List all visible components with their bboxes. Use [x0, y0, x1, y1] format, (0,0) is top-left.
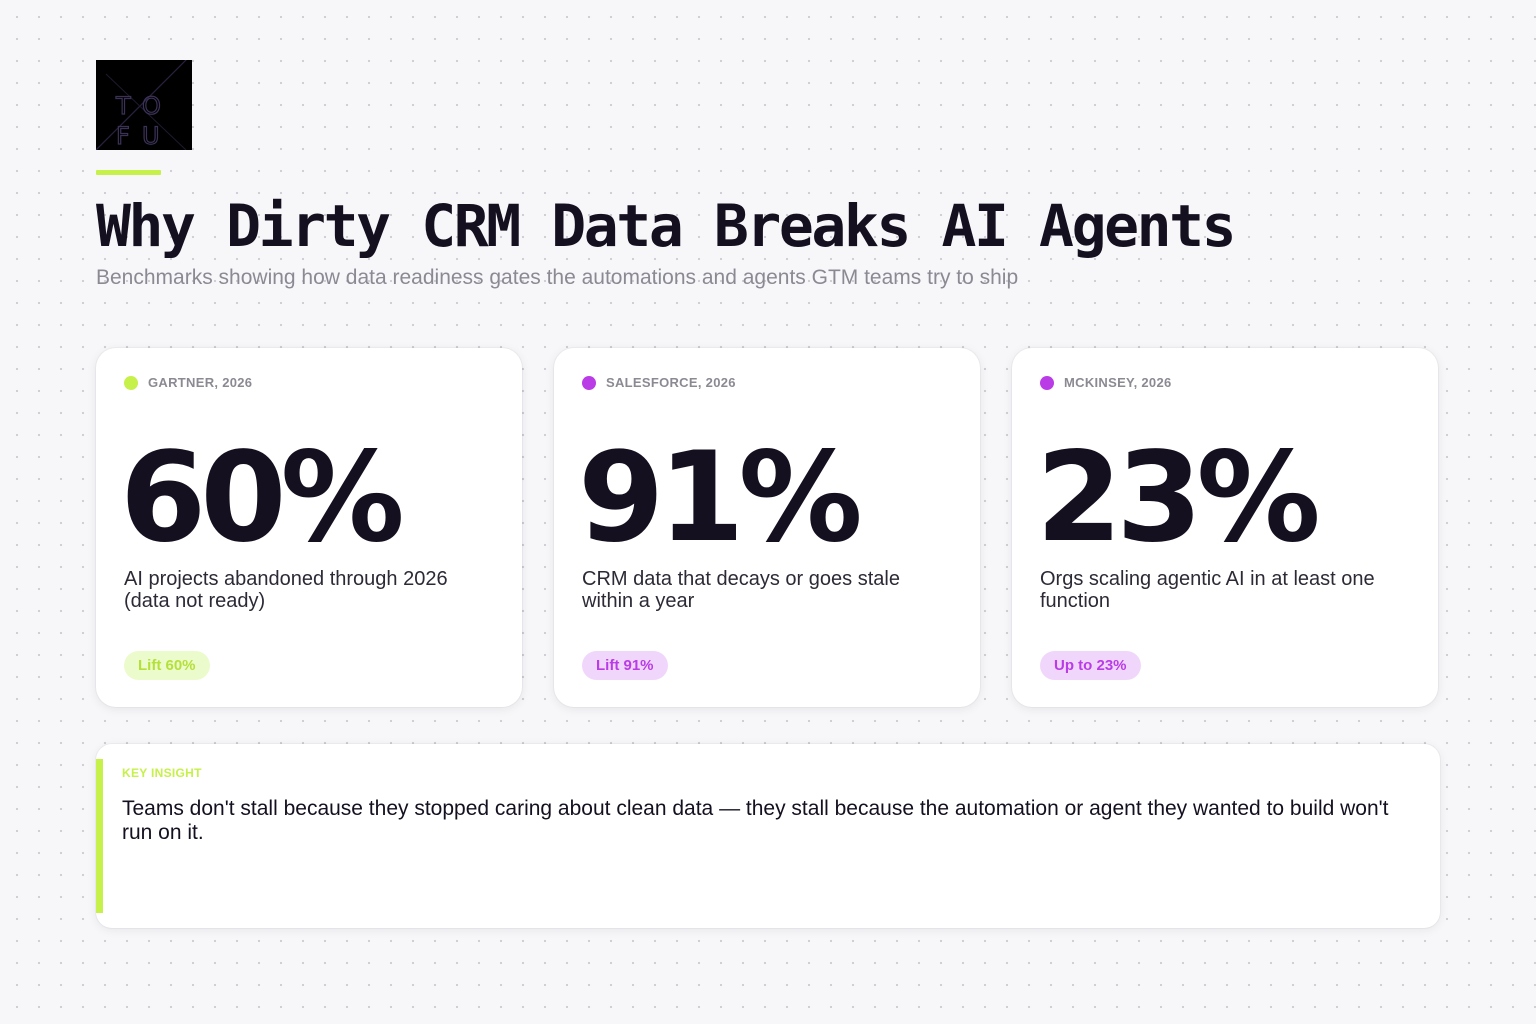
tofu-logo-icon: T O F U — [96, 60, 192, 150]
title-accent-bar — [96, 170, 161, 175]
key-insight-panel: KEY INSIGHT Teams don't stall because th… — [96, 744, 1440, 928]
stat-card-mckinsey: MCKINSEY, 2026 23% Orgs scaling agentic … — [1012, 348, 1438, 707]
card-source: MCKINSEY, 2026 — [1040, 375, 1172, 390]
source-label: MCKINSEY, 2026 — [1064, 375, 1172, 390]
stat-value: 23% — [1036, 426, 1321, 570]
stat-tag: Lift 60% — [124, 651, 210, 680]
source-dot-icon — [1040, 375, 1054, 390]
logo-letter-f: F — [116, 122, 130, 150]
insight-label: KEY INSIGHT — [122, 766, 202, 780]
insight-accent-rule — [96, 759, 103, 913]
stat-description: AI projects abandoned through 2026 (data… — [124, 568, 448, 612]
card-source: SALESFORCE, 2026 — [582, 375, 736, 390]
stat-value: 60% — [120, 426, 405, 570]
stat-tag: Up to 23% — [1040, 651, 1141, 680]
source-dot-icon — [124, 375, 138, 390]
stat-tag: Lift 91% — [582, 651, 668, 680]
page-subtitle: Benchmarks showing how data readiness ga… — [96, 266, 1019, 289]
logo-letter-u: U — [142, 122, 160, 150]
stat-card-gartner: GARTNER, 2026 60% AI projects abandoned … — [96, 348, 522, 707]
source-label: SALESFORCE, 2026 — [606, 375, 736, 390]
stat-value: 91% — [578, 426, 863, 570]
logo-letter-t: T — [115, 92, 131, 120]
stat-card-salesforce: SALESFORCE, 2026 91% CRM data that decay… — [554, 348, 980, 707]
insight-text: Teams don't stall because they stopped c… — [122, 797, 1389, 844]
source-label: GARTNER, 2026 — [148, 375, 253, 390]
page-title: Why Dirty CRM Data Breaks AI Agents — [96, 192, 1237, 260]
card-source: GARTNER, 2026 — [124, 375, 252, 390]
stat-description: CRM data that decays or goes stale withi… — [582, 568, 900, 612]
source-dot-icon — [582, 375, 596, 390]
stat-description: Orgs scaling agentic AI in at least one … — [1040, 568, 1375, 612]
logo-letter-o: O — [142, 92, 161, 120]
